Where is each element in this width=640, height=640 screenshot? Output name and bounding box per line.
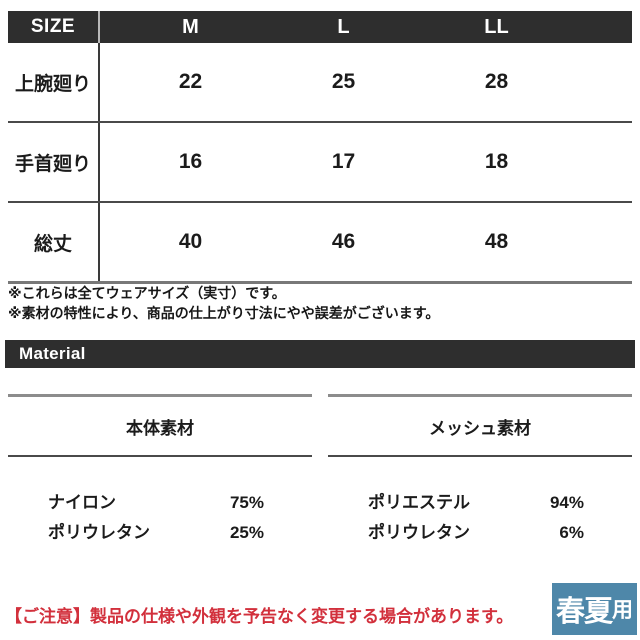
- cell-value: 16: [178, 150, 203, 173]
- size-table-header-row: SIZE M L LL: [8, 11, 632, 43]
- cell-value: 40: [178, 230, 203, 253]
- cell-filler: [559, 43, 632, 121]
- material-percent: 94%: [549, 493, 584, 512]
- material-name: ポリウレタン: [368, 523, 470, 542]
- material-rows: ポリエステル 94% ポリウレタン 6%: [328, 488, 632, 548]
- size-note-line: ※素材の特性により、商品の仕上がり寸法にやや誤差がございます。: [8, 305, 440, 321]
- size-table-header-m: M: [182, 15, 199, 38]
- material-column-title: メッシュ素材: [328, 394, 632, 457]
- material-row: ポリエステル 94%: [328, 488, 632, 518]
- material-column-title: 本体素材: [8, 394, 312, 457]
- size-table: SIZE M L LL 上腕廻り 22 25 28 手首廻り 16 17 18 …: [8, 11, 632, 284]
- row-label-wrist: 手首廻り: [8, 123, 100, 201]
- material-row: ポリウレタン 6%: [328, 518, 632, 548]
- material-percent: 25%: [229, 523, 264, 542]
- cell-value: 18: [484, 150, 509, 173]
- season-badge-suffix-text: 用: [612, 599, 633, 622]
- size-table-header-size: SIZE: [8, 11, 100, 43]
- table-row: 手首廻り 16 17 18: [8, 123, 632, 203]
- cell-value: 22: [178, 70, 203, 93]
- caution-note: 【ご注意】製品の仕様や外観を予告なく変更する場合があります。: [5, 607, 514, 626]
- material-name: ポリウレタン: [48, 523, 150, 542]
- season-badge-main-text: 春夏: [555, 596, 613, 628]
- size-notes: ※これらは全てウェアサイズ（実寸）です。 ※素材の特性により、商品の仕上がり寸法…: [8, 283, 439, 323]
- material-percent: 75%: [229, 493, 264, 512]
- cell-value: 48: [484, 230, 509, 253]
- size-note-line: ※これらは全てウェアサイズ（実寸）です。: [8, 285, 286, 301]
- material-rows: ナイロン 75% ポリウレタン 25%: [8, 488, 312, 548]
- cell-value: 25: [331, 70, 356, 93]
- material-section-header: Material: [5, 340, 635, 368]
- cell-value: 28: [484, 70, 509, 93]
- size-table-header-filler: [559, 11, 632, 43]
- season-badge: 春夏 用: [552, 583, 637, 635]
- row-label-upper-arm: 上腕廻り: [8, 43, 100, 121]
- row-label-total-length: 総丈: [8, 203, 100, 281]
- cell-filler: [559, 123, 632, 201]
- material-column-mesh: メッシュ素材 ポリエステル 94% ポリウレタン 6%: [328, 394, 632, 548]
- size-table-header-l: L: [337, 15, 350, 38]
- table-row: 上腕廻り 22 25 28: [8, 43, 632, 123]
- material-section-title: Material: [19, 344, 86, 363]
- table-row: 総丈 40 46 48: [8, 203, 632, 284]
- material-row: ナイロン 75%: [8, 488, 312, 518]
- material-percent: 6%: [559, 523, 584, 542]
- material-column-main: 本体素材 ナイロン 75% ポリウレタン 25%: [8, 394, 312, 548]
- cell-filler: [559, 203, 632, 281]
- material-name: ポリエステル: [368, 493, 470, 512]
- size-table-header-ll: LL: [484, 15, 509, 38]
- cell-value: 46: [331, 230, 356, 253]
- material-row: ポリウレタン 25%: [8, 518, 312, 548]
- material-name: ナイロン: [48, 493, 116, 512]
- cell-value: 17: [331, 150, 356, 173]
